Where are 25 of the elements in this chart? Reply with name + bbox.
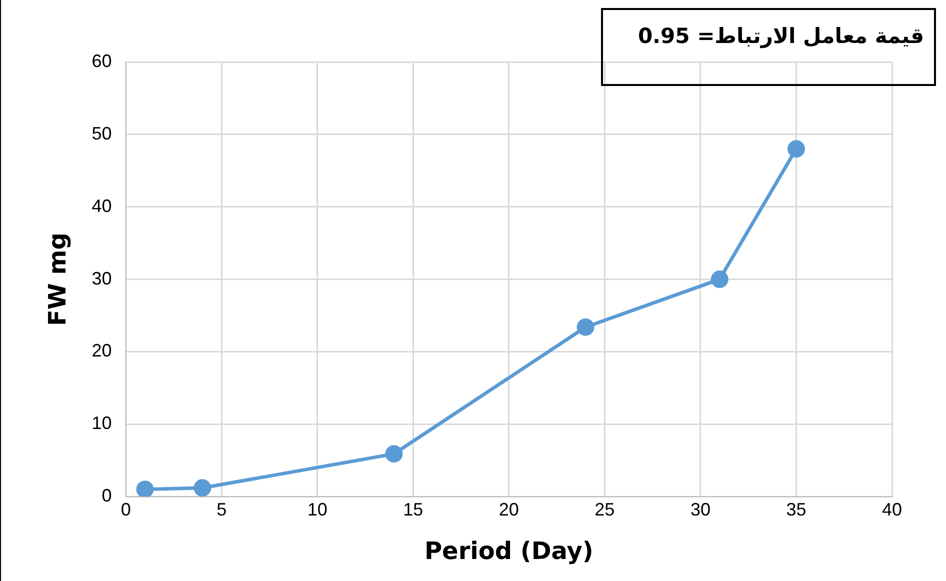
x-tick-label: 40 — [882, 499, 902, 520]
point — [576, 318, 594, 336]
x-tick-label: 15 — [403, 499, 424, 520]
point — [136, 480, 154, 497]
y-axis-title: FW mg — [44, 232, 72, 326]
point — [787, 140, 805, 158]
x-tick-label: 0 — [120, 499, 131, 520]
x-axis-title: Period (Day) — [424, 536, 594, 565]
point — [385, 445, 403, 463]
y-tick-label: 40 — [92, 196, 112, 216]
x-tick-label: 5 — [216, 499, 227, 520]
note-box: قيمة معامل الارتباط= 0.95 — [601, 8, 936, 86]
x-tick-label: 30 — [690, 499, 710, 520]
x-tick-label: 10 — [307, 499, 328, 520]
y-tick-label: 60 — [92, 50, 112, 71]
x-tick-label: 35 — [786, 499, 806, 520]
y-tick-label: 50 — [92, 123, 112, 144]
x-tick-label: 20 — [498, 499, 519, 520]
y-tick-label: 20 — [92, 340, 112, 361]
point — [194, 479, 212, 497]
y-tick-label: 30 — [92, 268, 112, 288]
x-tick-label: 25 — [594, 499, 615, 520]
point — [710, 270, 728, 288]
y-tick-label: 10 — [92, 413, 112, 434]
y-tick-label: 0 — [102, 486, 112, 506]
